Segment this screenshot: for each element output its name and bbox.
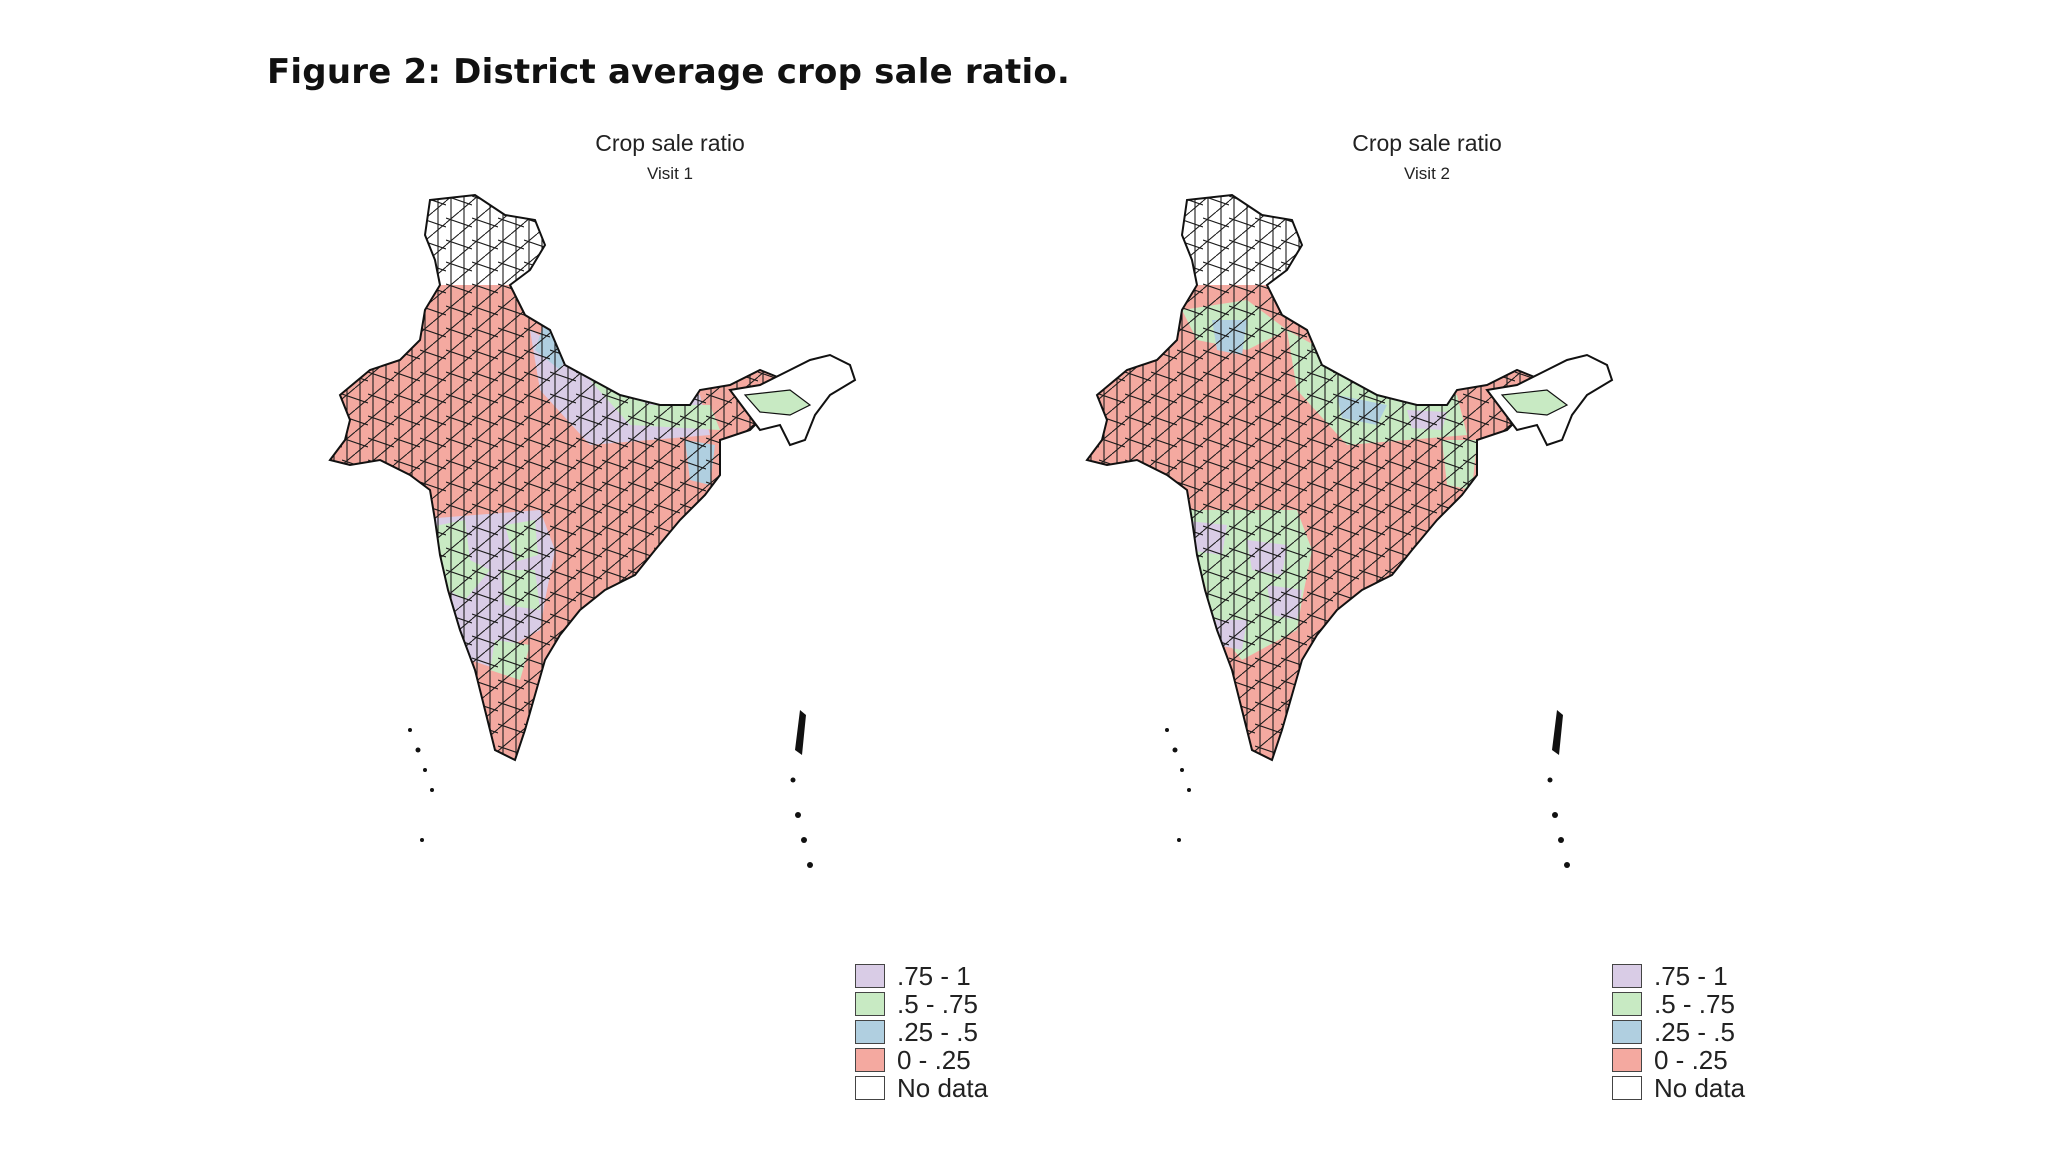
map-title: Crop sale ratio [595,130,745,156]
district-fills [330,195,785,760]
map-panel-visit-2: Crop sale ratio Visit 2 [1047,120,1807,1120]
figure-title: Figure 2: District average crop sale rat… [267,52,1071,92]
map-title: Crop sale ratio [1352,130,1502,156]
map-subtitle: Visit 1 [647,164,693,183]
island-markers [1165,710,1570,868]
legend-item: .25 - .5 [855,1018,1035,1046]
legend-swatch [855,992,885,1016]
map-subtitle: Visit 2 [1404,164,1450,183]
legend-label: .75 - 1 [1654,961,1728,991]
legend-item: No data [1612,1074,1792,1102]
legend-label: .5 - .75 [897,989,978,1019]
legend-label: .5 - .75 [1654,989,1735,1019]
legend-item: 0 - .25 [1612,1046,1792,1074]
legend-item: No data [855,1074,1035,1102]
legend-item: .75 - 1 [855,962,1035,990]
india-district-map-visit-2 [1085,193,1614,868]
legend-label: .25 - .5 [897,1017,978,1047]
legend-item: .25 - .5 [1612,1018,1792,1046]
legend-label: No data [1654,1073,1746,1103]
district-fills [1087,195,1542,760]
legend-swatch [1612,992,1642,1016]
island-markers [408,710,813,868]
legend-swatch [855,964,885,988]
legend-item: .75 - 1 [1612,962,1792,990]
legend-swatch [1612,1020,1642,1044]
legend-swatch [1612,1048,1642,1072]
legend-label: .75 - 1 [897,961,971,991]
legend-swatch [855,1048,885,1072]
legend: .75 - 1 .5 - .75 .25 - .5 0 - .25 No dat… [1612,962,1792,1102]
legend-item: 0 - .25 [855,1046,1035,1074]
legend-label: .25 - .5 [1654,1017,1735,1047]
legend-item: .5 - .75 [1612,990,1792,1018]
map-panel-visit-1: Crop sale ratio Visit 1 [290,120,1050,1120]
legend-label: No data [897,1073,989,1103]
legend-swatch [855,1076,885,1100]
legend-label: 0 - .25 [897,1045,971,1075]
legend-swatch [855,1020,885,1044]
india-district-map-visit-1 [328,193,857,868]
legend-label: 0 - .25 [1654,1045,1728,1075]
legend-swatch [1612,1076,1642,1100]
legend-swatch [1612,964,1642,988]
legend-item: .5 - .75 [855,990,1035,1018]
legend: .75 - 1 .5 - .75 .25 - .5 0 - .25 No dat… [855,962,1035,1102]
